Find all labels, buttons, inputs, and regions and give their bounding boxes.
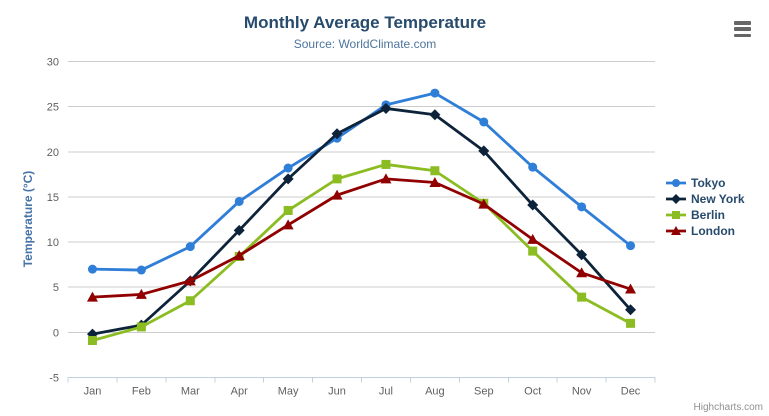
y-tick-label: 20 — [47, 147, 59, 159]
highcharts-credit-link[interactable]: Highcharts.com — [693, 402, 763, 413]
legend: Tokyo New York Berlin London — [666, 175, 745, 239]
x-tick-label: Aug — [425, 386, 445, 398]
y-tick-label: 30 — [47, 57, 59, 69]
legend-label: London — [691, 224, 735, 238]
y-tick-label: 10 — [47, 237, 59, 249]
triangle-marker-icon — [666, 226, 686, 235]
gridlines — [68, 61, 655, 378]
x-axis — [67, 377, 656, 383]
series-new-york[interactable] — [86, 102, 637, 340]
y-tick-label: -5 — [49, 373, 59, 385]
legend-item-new-york[interactable]: New York — [666, 191, 745, 207]
legend-label: Berlin — [691, 208, 726, 222]
x-tick-label: Dec — [621, 386, 641, 398]
x-tick-label: Jan — [84, 386, 102, 398]
square-marker-icon — [666, 211, 686, 219]
hamburger-menu-icon — [734, 33, 751, 37]
y-tick-label: 0 — [53, 327, 59, 339]
x-tick-label: Oct — [524, 386, 541, 398]
y-tick-label: 5 — [53, 282, 59, 294]
series-tokyo[interactable] — [87, 88, 636, 275]
y-tick-label: 15 — [47, 192, 59, 204]
legend-item-tokyo[interactable]: Tokyo — [666, 175, 745, 191]
x-tick-label: Apr — [231, 386, 248, 398]
x-tick-label: Jun — [328, 386, 346, 398]
x-tick-label: Sep — [474, 386, 494, 398]
chart-subtitle: Source: WorldClimate.com — [293, 37, 437, 51]
hamburger-menu-icon — [734, 27, 751, 31]
x-tick-label: Nov — [572, 386, 592, 398]
x-tick-label: Mar — [181, 386, 200, 398]
series-london[interactable] — [86, 173, 637, 302]
chart-title: Monthly Average Temperature — [243, 13, 487, 32]
x-tick-label: Jul — [379, 386, 393, 398]
y-axis-labels: -5 0 5 10 15 20 25 30 — [47, 57, 59, 385]
hamburger-menu-icon — [734, 21, 751, 25]
y-tick-label: 25 — [47, 102, 59, 114]
legend-label: Tokyo — [691, 176, 726, 190]
export-menu-button[interactable] — [733, 20, 752, 38]
circle-marker-icon — [666, 179, 686, 187]
legend-label: New York — [691, 192, 745, 206]
x-tick-label: Feb — [132, 386, 151, 398]
x-axis-labels: Jan Feb Mar Apr May Jun Jul Aug Sep Oct Nov Dec — [84, 386, 641, 398]
legend-item-berlin[interactable]: Berlin — [666, 207, 745, 223]
diamond-marker-icon — [666, 194, 686, 204]
legend-item-london[interactable]: London — [666, 223, 745, 239]
x-tick-label: May — [278, 386, 299, 398]
